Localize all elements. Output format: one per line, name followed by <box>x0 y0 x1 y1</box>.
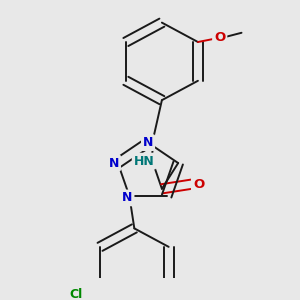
Text: N: N <box>109 157 119 169</box>
Text: HN: HN <box>134 154 154 168</box>
Text: O: O <box>193 178 204 191</box>
Text: N: N <box>122 191 133 204</box>
Text: Cl: Cl <box>70 288 83 300</box>
Text: O: O <box>214 31 225 44</box>
Text: N: N <box>143 136 153 149</box>
